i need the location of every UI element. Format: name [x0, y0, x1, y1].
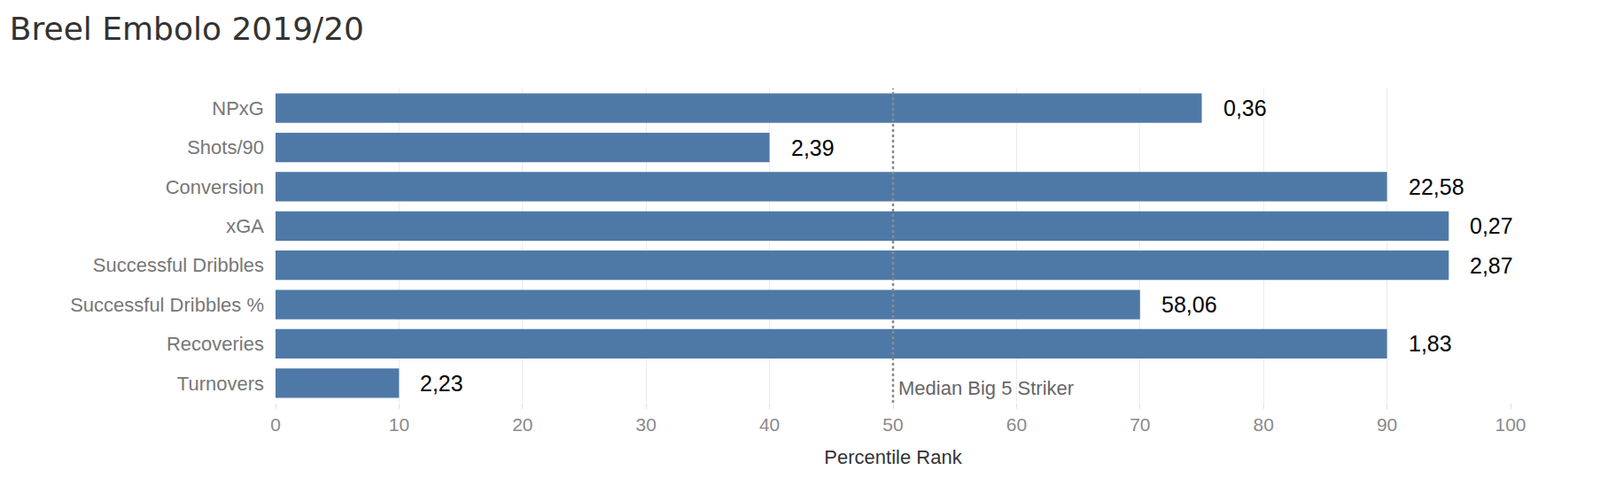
svg-text:NPxG: NPxG [211, 97, 265, 120]
svg-text:Shots/90: Shots/90 [186, 136, 265, 159]
svg-text:20: 20 [512, 414, 533, 435]
svg-text:Successful Dribbles: Successful Dribbles [93, 254, 265, 277]
svg-text:Percentile Rank: Percentile Rank [823, 446, 963, 469]
svg-text:90: 90 [1376, 414, 1398, 435]
svg-text:50: 50 [882, 414, 903, 435]
svg-text:60: 60 [1006, 414, 1027, 435]
svg-text:30: 30 [636, 414, 657, 435]
svg-text:Recoveries: Recoveries [166, 333, 265, 356]
svg-text:100: 100 [1494, 414, 1526, 435]
svg-text:Breel Embolo 2019/20: Breel Embolo 2019/20 [9, 10, 365, 47]
svg-text:0: 0 [270, 414, 281, 435]
svg-text:Conversion: Conversion [165, 176, 265, 199]
svg-text:Successful Dribbles %: Successful Dribbles % [69, 294, 265, 317]
svg-text:10: 10 [388, 414, 410, 435]
svg-text:0,27: 0,27 [1469, 213, 1514, 239]
svg-text:58,06: 58,06 [1161, 292, 1218, 318]
svg-text:2,87: 2,87 [1469, 253, 1514, 279]
svg-text:2,23: 2,23 [419, 371, 464, 397]
svg-text:0,36: 0,36 [1223, 95, 1267, 121]
svg-text:70: 70 [1129, 414, 1150, 435]
svg-text:xGA: xGA [225, 215, 265, 238]
svg-text:1,83: 1,83 [1408, 331, 1453, 357]
svg-text:Median Big 5 Striker: Median Big 5 Striker [898, 377, 1074, 400]
svg-text:Turnovers: Turnovers [177, 372, 265, 396]
svg-text:2,39: 2,39 [791, 135, 835, 161]
svg-text:22,58: 22,58 [1408, 174, 1465, 200]
svg-text:40: 40 [759, 414, 780, 435]
svg-text:80: 80 [1253, 414, 1274, 435]
